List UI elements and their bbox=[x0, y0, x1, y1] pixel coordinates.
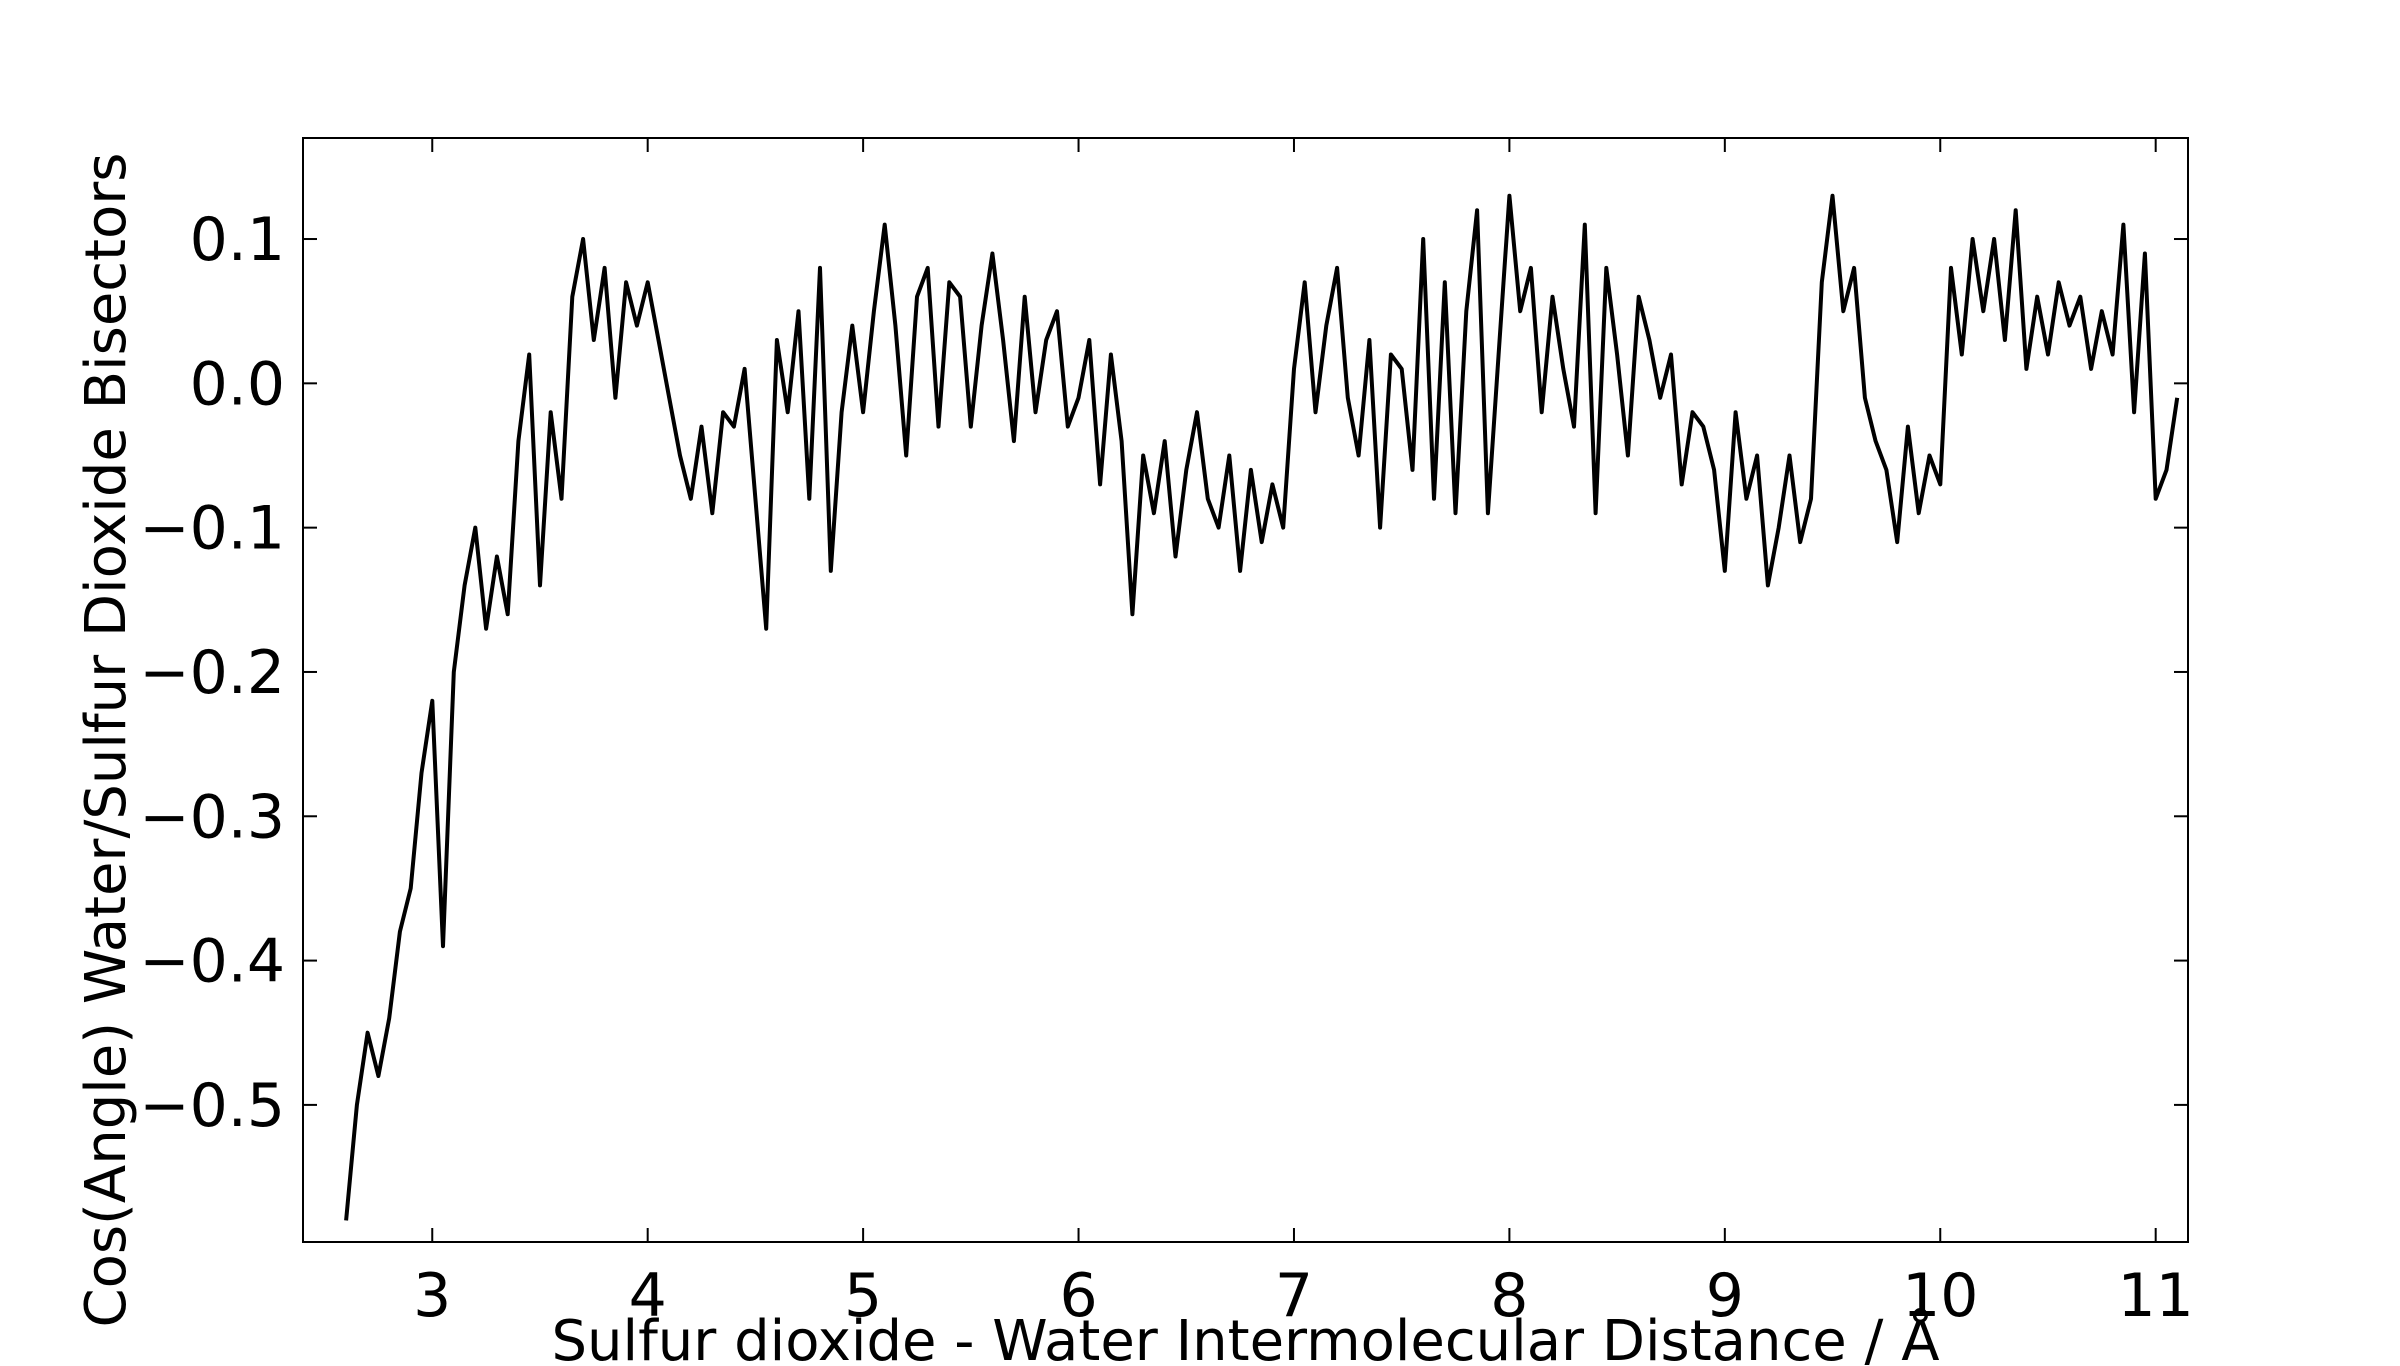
x-tick-label: 4 bbox=[629, 1261, 667, 1331]
x-axis-ticks: 3 4 5 6 7 8 9 10 11 bbox=[413, 138, 2194, 1331]
y-tick-label: −0.5 bbox=[139, 1071, 285, 1141]
y-tick-label: −0.4 bbox=[139, 927, 285, 997]
y-tick-label: −0.3 bbox=[139, 782, 285, 852]
x-tick-label: 5 bbox=[844, 1261, 882, 1331]
y-tick-label: 0.1 bbox=[190, 205, 285, 275]
x-tick-label: 3 bbox=[413, 1261, 451, 1331]
series-line bbox=[344, 193, 2180, 1221]
x-tick-label: 6 bbox=[1059, 1261, 1097, 1331]
y-tick-label: −0.2 bbox=[139, 638, 285, 708]
x-axis-title: Sulfur dioxide - Water Intermolecular Di… bbox=[551, 1308, 1939, 1366]
y-tick-label: −0.1 bbox=[139, 494, 285, 564]
y-tick-label: 0.0 bbox=[190, 349, 285, 419]
x-tick-label: 10 bbox=[1902, 1261, 1978, 1331]
plot-frame bbox=[302, 137, 2189, 1243]
x-tick-label: 7 bbox=[1275, 1261, 1313, 1331]
x-tick-label: 9 bbox=[1706, 1261, 1744, 1331]
x-tick-label: 8 bbox=[1490, 1261, 1528, 1331]
y-axis-ticks: 0.1 0.0 −0.1 −0.2 −0.3 −0.4 −0.5 bbox=[139, 205, 2188, 1141]
x-tick-label: 11 bbox=[2118, 1261, 2194, 1331]
y-axis-title: Cos(Angle) Water/Sulfur Dioxide Bisector… bbox=[74, 153, 139, 1328]
